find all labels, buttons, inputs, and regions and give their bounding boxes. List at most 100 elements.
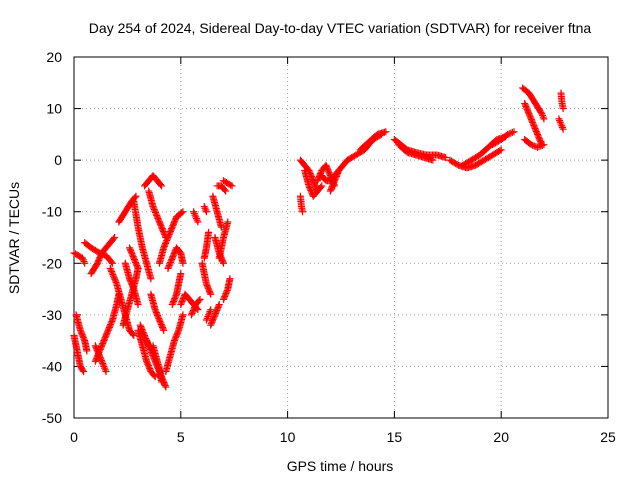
data-point-marker [322, 161, 330, 169]
data-point-marker [150, 204, 158, 212]
data-point-marker [162, 239, 170, 247]
data-point-marker [156, 220, 164, 228]
data-point-marker [220, 259, 228, 267]
data-point-marker [133, 263, 141, 271]
data-point-marker [97, 343, 105, 351]
x-tick-label: 0 [70, 429, 78, 445]
data-point-marker [328, 183, 336, 191]
data-point-marker [215, 301, 223, 309]
data-point-marker [100, 337, 108, 345]
data-point-marker [151, 208, 159, 216]
data-point-marker [126, 244, 134, 252]
data-point-marker [108, 317, 116, 325]
x-tick-label: 20 [493, 429, 509, 445]
data-point-marker [330, 178, 338, 186]
data-point-marker [153, 310, 161, 318]
data-point-marker [78, 331, 86, 339]
data-point-marker [189, 308, 197, 316]
data-point-marker [219, 258, 227, 266]
data-point-marker [137, 323, 145, 331]
data-point-marker [160, 244, 168, 252]
data-point-marker [101, 366, 109, 374]
data-point-marker [532, 127, 540, 135]
data-point-marker [306, 185, 314, 193]
data-point-marker [528, 117, 536, 125]
data-point-marker [145, 343, 153, 351]
y-tick-label: -20 [42, 255, 62, 271]
data-point-marker [221, 186, 229, 194]
data-point-marker [169, 220, 177, 228]
data-point-marker [177, 270, 185, 278]
data-point-marker [161, 380, 169, 388]
data-point-marker [523, 105, 531, 113]
data-point-marker [166, 260, 174, 268]
data-point-marker [323, 163, 331, 171]
data-point-marker [173, 331, 181, 339]
data-point-marker [166, 228, 174, 236]
data-point-marker [507, 129, 515, 137]
data-point-marker [107, 319, 115, 327]
data-point-marker [152, 307, 160, 315]
data-point-marker [177, 299, 185, 307]
data-point-marker [177, 301, 185, 309]
data-point-marker [178, 298, 186, 306]
data-point-marker [220, 295, 228, 303]
tick-layer: 0 5 10 15 20 25 -50 -40 -30 -20 -10 0 10 20 [42, 49, 616, 445]
data-point-marker [150, 206, 158, 214]
data-point-marker [159, 325, 167, 333]
data-point-marker [128, 250, 136, 258]
data-point-marker [204, 284, 212, 292]
data-point-marker [324, 166, 332, 174]
data-point-marker [164, 264, 172, 272]
data-point-marker [168, 223, 176, 231]
data-point-marker [162, 238, 170, 246]
data-point-marker [203, 314, 211, 322]
data-point-marker [191, 211, 199, 219]
data-point-marker [144, 360, 152, 368]
data-point-marker [151, 373, 159, 381]
data-point-marker [79, 256, 87, 264]
data-point-marker [158, 223, 166, 231]
data-point-marker [126, 245, 134, 253]
data-point-marker [167, 257, 175, 265]
y-tick-label: -40 [42, 358, 62, 374]
data-point-marker [213, 305, 221, 313]
data-point-marker [158, 323, 166, 331]
data-point-marker [205, 311, 213, 319]
data-point-marker [137, 324, 145, 332]
data-point-marker [221, 291, 229, 299]
data-point-marker [179, 311, 187, 319]
data-point-marker [155, 217, 163, 225]
data-point-marker [106, 264, 114, 272]
data-point-marker [171, 293, 179, 301]
data-point-marker [98, 358, 106, 366]
data-point-marker [143, 337, 151, 345]
data-point-marker [95, 351, 103, 359]
data-point-marker [537, 142, 545, 150]
data-point-marker [327, 186, 335, 194]
data-point-marker [314, 177, 322, 185]
data-point-marker [207, 320, 215, 328]
data-point-marker [102, 332, 110, 340]
data-point-marker [151, 306, 159, 314]
data-point-marker [188, 309, 196, 317]
data-point-marker [205, 228, 213, 236]
data-point-marker [212, 308, 220, 316]
data-point-marker [101, 334, 109, 342]
data-point-marker [170, 337, 178, 345]
data-point-marker [210, 312, 218, 320]
data-point-marker [535, 143, 543, 151]
data-point-marker [222, 289, 230, 297]
data-point-marker [160, 379, 168, 387]
data-point-marker [326, 170, 334, 178]
data-point-marker [442, 154, 450, 162]
data-point-marker [102, 368, 110, 376]
data-point-marker [171, 335, 179, 343]
data-point-marker [526, 111, 534, 119]
data-point-marker [169, 298, 177, 306]
data-point-marker [103, 329, 111, 337]
data-point-marker [99, 338, 107, 346]
data-point-marker [127, 279, 135, 287]
data-point-marker [523, 104, 531, 112]
